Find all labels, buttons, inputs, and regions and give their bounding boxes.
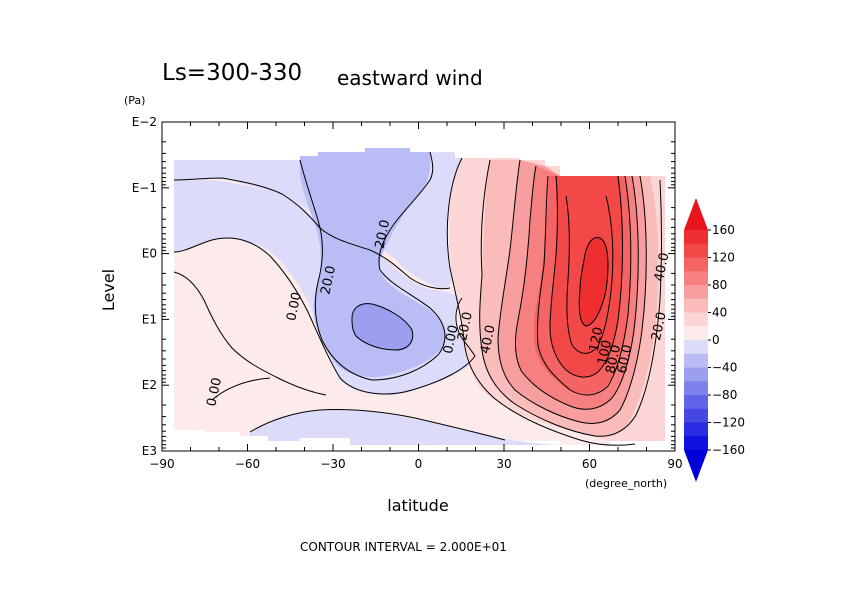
contour-line	[514, 165, 639, 410]
contour-label: 100	[595, 339, 615, 366]
colorbar-labels: 160 120 80 40 0 −40 −80 −120 −160	[708, 223, 745, 457]
y-tick-label: E2	[142, 378, 157, 392]
colorbar-band	[684, 436, 708, 451]
colorbar-band	[684, 271, 708, 286]
x-tick-label: 90	[667, 457, 682, 471]
contour-label: 0.00	[204, 376, 225, 407]
contour-line	[578, 236, 609, 327]
contour-line	[173, 237, 476, 395]
colorbar-band	[684, 285, 708, 300]
contour-label: 20.0	[373, 218, 394, 249]
colorbar-band	[684, 340, 708, 355]
colorbar-tick-label: −120	[712, 416, 745, 430]
chart-title: Ls=300-330	[162, 60, 302, 86]
contour-line	[446, 157, 636, 446]
contour-line	[536, 175, 632, 396]
colorbar-band	[684, 381, 708, 396]
y-axis-label: Level	[99, 269, 118, 311]
contour-label: 40.0	[478, 324, 499, 355]
x-tick-label: −30	[320, 457, 345, 471]
contour-lines	[173, 151, 662, 446]
colorbar-tick-label: 120	[712, 251, 735, 265]
x-tick-label: −60	[235, 457, 260, 471]
contour-label: 60.0	[615, 343, 636, 374]
x-axis-label: latitude	[387, 496, 448, 515]
colorbar-tick-label: 160	[712, 223, 735, 237]
x-tick-label: 0	[415, 457, 423, 471]
x-units-label: (degree_north)	[585, 477, 667, 490]
y-tick-label: E−2	[132, 115, 157, 129]
x-tick-label: −90	[149, 457, 174, 471]
region-neg60-neg40	[352, 303, 413, 350]
contour-label: 120	[587, 326, 607, 353]
colorbar-tick-label: −160	[712, 443, 745, 457]
y-tick-label: E1	[142, 312, 157, 326]
chart-subtitle: eastward wind	[337, 66, 483, 90]
contour-label: 20.0	[649, 311, 670, 342]
colorbar-band	[684, 353, 708, 368]
contour-line	[497, 159, 647, 424]
contour-interval-note: CONTOUR INTERVAL = 2.000E+01	[300, 540, 507, 554]
contour-label: 20.0	[318, 265, 339, 296]
colorbar-band	[684, 367, 708, 382]
y-tick-label: E0	[142, 247, 157, 261]
axis-ticks	[161, 121, 676, 452]
colorbar-tick-label: −80	[712, 388, 737, 402]
contour-label: 80.0	[603, 343, 624, 374]
y-tick-labels: E−2 E−1 E0 E1 E2 E3	[132, 115, 157, 458]
colorbar-band	[684, 298, 708, 313]
contour-label: 0.00	[441, 324, 462, 355]
colorbar-band	[684, 408, 708, 423]
colorbar-band	[684, 257, 708, 272]
colorbar-band	[684, 395, 708, 410]
colorbar-band	[684, 243, 708, 258]
contour-line	[211, 377, 271, 401]
colorbar-tick-label: 0	[712, 333, 720, 347]
colorbar-band	[684, 326, 708, 341]
colorbar	[684, 198, 708, 482]
colorbar-bottom-arrow	[684, 450, 708, 482]
y-tick-label: E3	[142, 444, 157, 458]
y-tick-label: E−1	[132, 181, 157, 195]
colorbar-band	[684, 422, 708, 437]
colorbar-top-arrow	[684, 198, 708, 230]
contour-line	[351, 303, 414, 351]
x-tick-labels: −90 −60 −30 0 30 60 90	[149, 457, 682, 471]
contour-line	[299, 151, 446, 381]
contour-line	[565, 195, 614, 354]
region-neg20-0-south	[250, 409, 560, 445]
contour-label: 0.00	[284, 291, 305, 322]
y-units-label: (Pa)	[124, 94, 145, 107]
filled-contours	[174, 148, 665, 445]
x-tick-label: 60	[582, 457, 597, 471]
contour-line	[479, 159, 662, 437]
region-140-160	[579, 237, 608, 326]
colorbar-tick-label: −40	[712, 361, 737, 375]
contour-label: 40.0	[652, 251, 673, 282]
x-tick-label: 30	[496, 457, 511, 471]
colorbar-band	[684, 312, 708, 327]
contour-line	[173, 271, 327, 396]
contour-label: 20.0	[455, 311, 476, 342]
colorbar-tick-label: 40	[712, 306, 727, 320]
contour-line	[249, 408, 506, 441]
colorbar-band	[684, 230, 708, 245]
contour-line	[549, 175, 623, 378]
colorbar-tick-label: 80	[712, 278, 727, 292]
